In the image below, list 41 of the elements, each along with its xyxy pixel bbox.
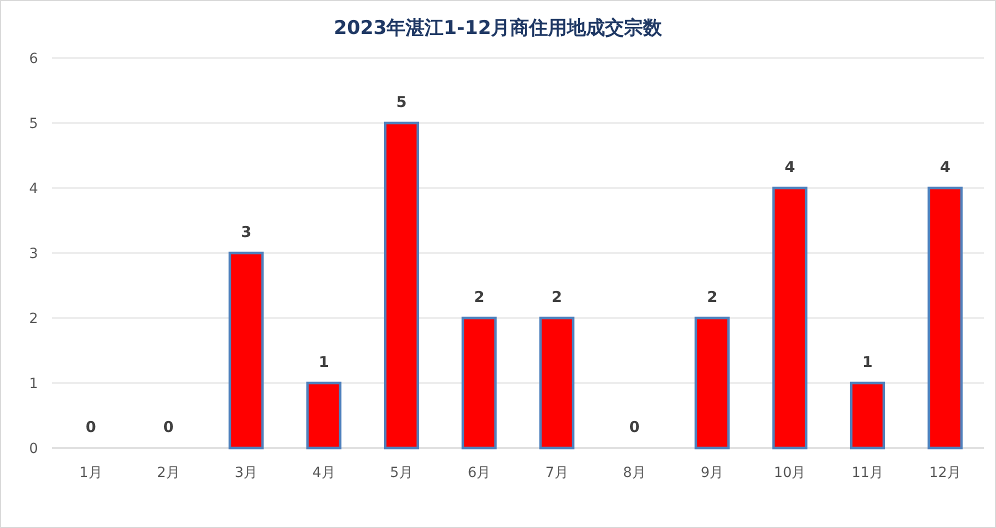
x-tick-label: 10月: [774, 465, 806, 481]
data-label: 2: [474, 288, 484, 306]
data-label: 0: [163, 418, 174, 436]
x-tick-label: 9月: [700, 465, 724, 481]
bar: [462, 316, 497, 450]
data-label: 0: [86, 418, 96, 436]
y-tick-label: 0: [29, 440, 38, 457]
bar: [228, 252, 264, 450]
x-tick-label: 4月: [312, 465, 336, 481]
data-label: 2: [706, 288, 718, 306]
bar: [694, 316, 730, 450]
bar: [850, 382, 886, 450]
data-label: 4: [784, 158, 796, 176]
data-label: 5: [396, 93, 407, 111]
data-label: 4: [940, 158, 950, 176]
x-tick-label: 7月: [545, 465, 568, 481]
x-tick-label: 12月: [929, 465, 962, 481]
chart-title: 2023年湛江1-12月商住用地成交宗数: [334, 17, 664, 39]
x-tick-label: 2月: [157, 465, 180, 481]
y-tick-label: 3: [29, 246, 38, 262]
y-tick-label: 2: [29, 310, 38, 327]
x-tick-label: 8月: [623, 465, 646, 481]
y-tick-label: 1: [29, 376, 38, 392]
x-tick-label: 6月: [468, 465, 491, 481]
data-label: 1: [862, 353, 873, 371]
x-tick-label: 11月: [852, 465, 884, 481]
x-tick-label: 5月: [390, 465, 413, 481]
bar: [928, 186, 963, 450]
bar: [384, 122, 420, 450]
y-tick-label: 4: [29, 180, 38, 197]
bar: [539, 316, 574, 450]
y-tick-label: 5: [29, 116, 38, 132]
y-tick-label: 6: [29, 50, 38, 67]
data-label: 2: [552, 288, 562, 306]
data-label: 0: [629, 418, 640, 436]
x-tick-label: 3月: [234, 465, 258, 481]
x-tick-label: 1月: [79, 465, 102, 481]
bar: [306, 382, 342, 450]
data-label: 3: [240, 223, 252, 241]
data-label: 1: [318, 353, 330, 371]
bar: [772, 186, 808, 450]
